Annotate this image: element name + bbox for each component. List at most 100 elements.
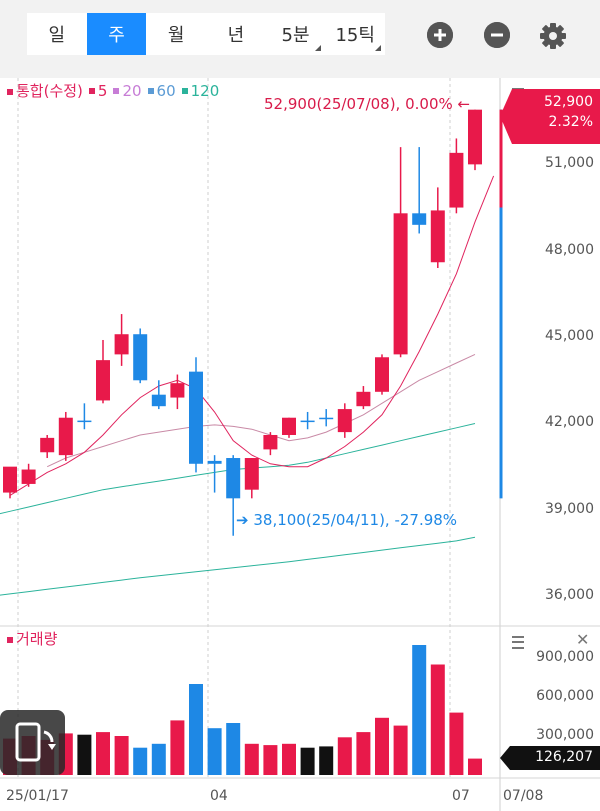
volume-title: 거래량 bbox=[16, 630, 58, 648]
candle-body bbox=[449, 152, 464, 208]
ma20-line bbox=[46, 353, 476, 468]
tab-label: 15틱 bbox=[335, 25, 375, 46]
price-tag-shape bbox=[500, 89, 600, 144]
volume-tag-shape bbox=[500, 746, 600, 770]
candle-body bbox=[393, 213, 408, 355]
volume-bar bbox=[170, 720, 185, 775]
tab-label: 년 bbox=[227, 25, 245, 46]
candle-body bbox=[58, 417, 73, 456]
volume-bar bbox=[393, 725, 408, 775]
tab-label: 5분 bbox=[281, 25, 310, 46]
tab-0[interactable]: 일 bbox=[27, 13, 87, 55]
current-price-value: 52,900 bbox=[544, 94, 593, 110]
tab-4[interactable]: 5분 bbox=[266, 13, 326, 55]
price-tick-label: 39,000 bbox=[545, 500, 594, 517]
legend-ma-label: 60 bbox=[156, 81, 176, 100]
volume-bar bbox=[449, 712, 464, 775]
price-tick-label: 42,000 bbox=[545, 414, 594, 431]
candle-body bbox=[468, 109, 482, 165]
candle-body bbox=[337, 409, 352, 433]
candle-body bbox=[430, 210, 445, 263]
tab-label: 일 bbox=[48, 25, 66, 46]
ma-legend: 통합(수정) 5 20 60 120 bbox=[7, 80, 219, 101]
period-tab-group: 일 주 월 년 5분 15틱 bbox=[27, 13, 385, 55]
dropdown-corner-icon bbox=[315, 45, 322, 51]
ma120-line bbox=[0, 536, 476, 596]
candle-body bbox=[263, 434, 278, 450]
price-tick-label: 36,000 bbox=[545, 587, 594, 604]
legend-ma-label: 120 bbox=[190, 81, 220, 100]
zoom-out-button[interactable] bbox=[484, 22, 510, 48]
current-change-value: 2.32% bbox=[548, 114, 593, 130]
zoom-in-button[interactable] bbox=[427, 22, 453, 48]
legend-ma-label: 20 bbox=[122, 81, 142, 100]
candle-body bbox=[412, 213, 427, 225]
legend-ma-120: 120 bbox=[181, 81, 220, 100]
arrow-right-icon: ➔ bbox=[236, 511, 249, 529]
candle-body bbox=[40, 437, 55, 453]
volume-tick-label: 300,000 bbox=[536, 727, 594, 743]
candle-body bbox=[151, 394, 166, 407]
volume-legend: 거래량 bbox=[7, 628, 57, 649]
current-volume-tag: 126,207 bbox=[500, 746, 600, 770]
volume-tick-label: 900,000 bbox=[536, 649, 594, 665]
tab-1[interactable]: 주 bbox=[86, 13, 147, 55]
moving-average-lines bbox=[0, 175, 495, 596]
volume-bar bbox=[226, 723, 241, 775]
volume-bar bbox=[430, 664, 445, 775]
tab-3[interactable]: 년 bbox=[206, 13, 266, 55]
legend-ma-60: 60 bbox=[147, 81, 176, 100]
candle-body bbox=[21, 469, 36, 484]
tab-5[interactable]: 15틱 bbox=[325, 13, 385, 55]
settings-button[interactable] bbox=[539, 22, 567, 50]
volume-bar bbox=[207, 728, 222, 775]
candles bbox=[3, 109, 482, 536]
low-annotation: ➔ 38,100(25/04/11), -27.98% bbox=[236, 511, 457, 529]
legend-ma-items: 5 20 60 120 bbox=[88, 81, 220, 100]
date-label-apr: 04 bbox=[210, 788, 228, 804]
volume-bar bbox=[151, 743, 166, 775]
volume-bar bbox=[356, 732, 371, 775]
volume-bar bbox=[282, 743, 296, 775]
candle-body bbox=[170, 383, 185, 398]
candle-body bbox=[96, 360, 110, 401]
candle-body bbox=[375, 357, 389, 392]
price-tick-label: 48,000 bbox=[545, 241, 594, 258]
volume-bar bbox=[300, 747, 315, 775]
volume-bar bbox=[468, 758, 482, 775]
tab-2[interactable]: 월 bbox=[146, 13, 206, 55]
volume-bars bbox=[3, 645, 482, 775]
rotate-screen-button[interactable] bbox=[0, 710, 65, 775]
candle-body bbox=[207, 460, 222, 464]
current-volume-value: 126,207 bbox=[535, 749, 593, 765]
tab-label: 월 bbox=[167, 25, 185, 46]
candle-body bbox=[189, 371, 203, 464]
high-annotation: 52,900(25/07/08), 0.00% ← bbox=[264, 95, 470, 113]
candle-body bbox=[77, 420, 92, 423]
volume-tick-label: 600,000 bbox=[536, 688, 594, 704]
volume-bar bbox=[96, 732, 110, 775]
volume-bar bbox=[133, 747, 148, 775]
legend-main: 통합(수정) bbox=[7, 80, 83, 101]
rotate-phone-icon bbox=[15, 722, 56, 762]
gear-icon bbox=[540, 23, 566, 49]
volume-bar bbox=[114, 736, 129, 775]
candle-body bbox=[114, 334, 129, 355]
volume-bar bbox=[337, 737, 352, 775]
candle-body bbox=[319, 417, 334, 420]
volume-panel-menu-icon[interactable] bbox=[512, 636, 524, 649]
legend-ma-20: 20 bbox=[113, 81, 142, 100]
price-tick-label: 45,000 bbox=[545, 328, 594, 345]
candle-body bbox=[226, 458, 241, 499]
date-label-jul: 07 bbox=[452, 788, 470, 804]
candle-body bbox=[356, 391, 371, 407]
legend-ma-5: 5 bbox=[88, 82, 107, 100]
volume-bar bbox=[244, 743, 259, 775]
candle-body bbox=[244, 458, 259, 490]
high-annotation-text: 52,900(25/07/08), 0.00% bbox=[264, 95, 453, 113]
date-label-last: 07/08 bbox=[503, 788, 544, 804]
chart-grid bbox=[0, 78, 600, 811]
low-annotation-text: 38,100(25/04/11), -27.98% bbox=[253, 511, 458, 529]
candle-body bbox=[300, 420, 315, 423]
close-volume-icon[interactable]: ✕ bbox=[576, 630, 590, 649]
